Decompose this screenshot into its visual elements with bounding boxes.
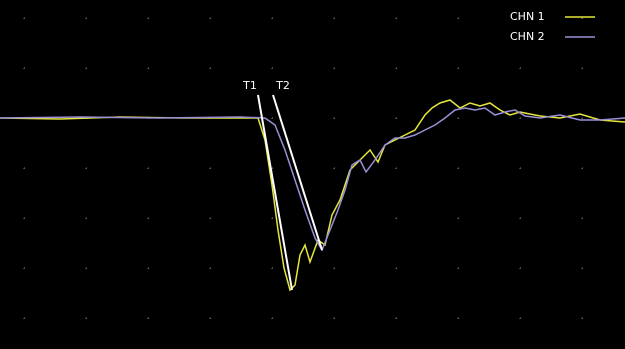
trace bbox=[0, 107, 625, 252]
t2-cursor bbox=[272, 94, 323, 251]
legend-label: CHN 2 bbox=[510, 30, 545, 43]
legend-label: CHN 1 bbox=[510, 10, 545, 23]
annotation: T2 bbox=[275, 79, 290, 92]
t1-cursor bbox=[257, 94, 293, 291]
trace bbox=[0, 99, 625, 292]
annotation: T1 bbox=[242, 79, 257, 92]
